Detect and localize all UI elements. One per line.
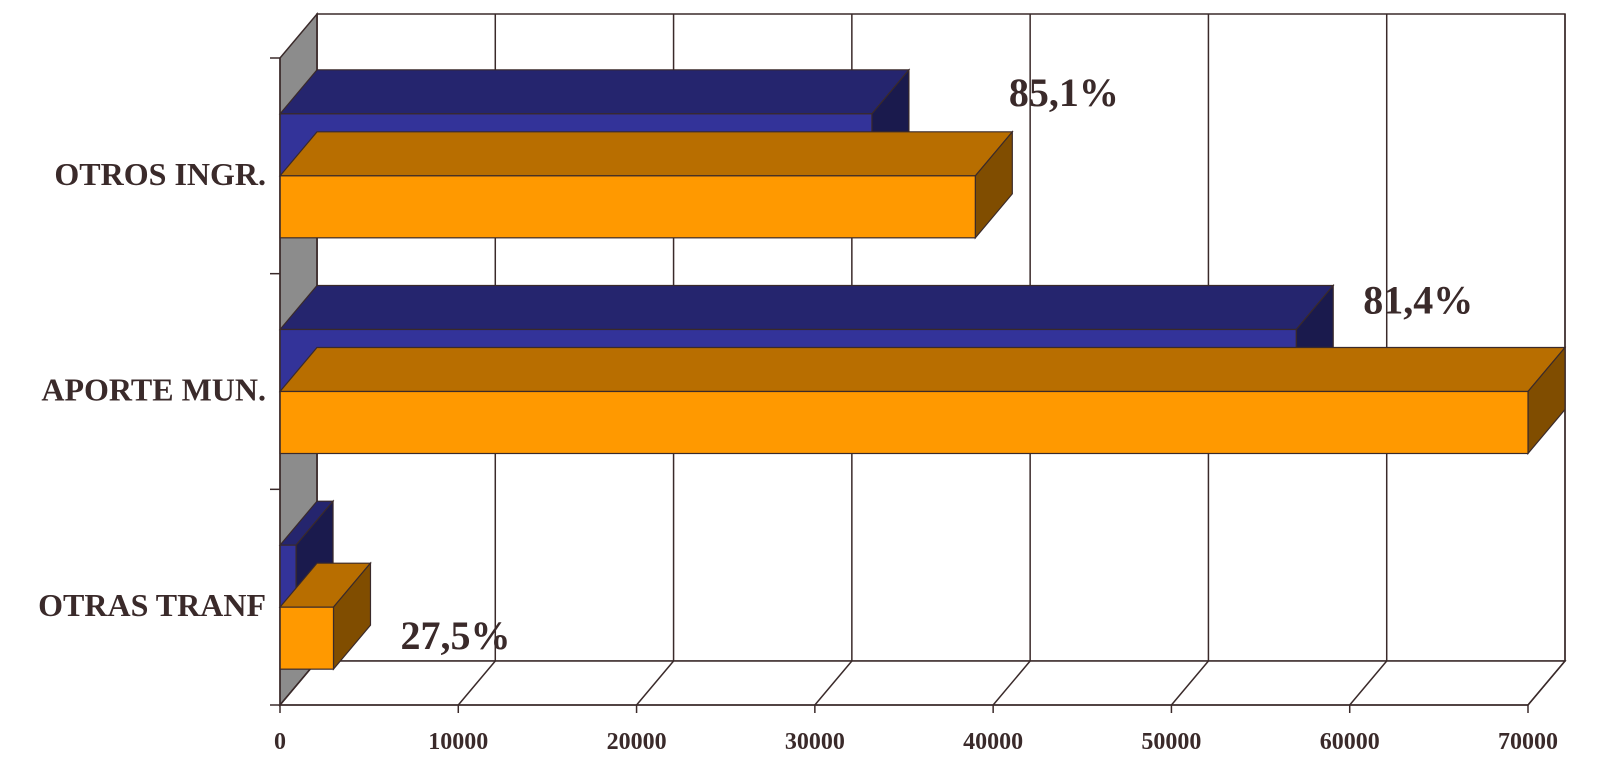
x-tick-label: 50000	[1141, 729, 1201, 755]
bar	[278, 345, 1567, 456]
floor-gridline	[457, 660, 496, 706]
x-tick-label: 60000	[1320, 729, 1380, 755]
bar	[278, 561, 372, 671]
x-tick-label: 10000	[428, 729, 488, 755]
percent-label: 27,5%	[400, 613, 510, 658]
bar-top-face	[278, 346, 1567, 393]
floor-gridline	[1527, 660, 1566, 706]
bar-front-face	[279, 390, 1529, 455]
bar	[278, 130, 1014, 240]
x-tick-label: 40000	[963, 729, 1023, 755]
floor	[278, 660, 1567, 706]
bar-front-face	[279, 606, 335, 670]
floor-gridline	[635, 660, 675, 706]
bar-top-face	[278, 284, 1335, 331]
floor-gridline	[1170, 660, 1210, 706]
floor-gridline	[814, 660, 853, 706]
y-axis: OTROS INGR. APORTE MUN. OTRAS TRANF	[38, 57, 280, 706]
bars	[278, 68, 1567, 671]
percent-label: 85,1%	[1009, 70, 1119, 115]
percent-label: 81,4%	[1363, 278, 1473, 323]
floor-gridline	[1349, 660, 1388, 706]
floor-gridline	[992, 660, 1031, 706]
category-label: OTRAS TRANF	[38, 587, 266, 623]
category-label: APORTE MUN.	[41, 372, 266, 408]
x-tick-label: 0	[274, 729, 286, 755]
x-axis: 0 10000 20000 30000 40000 50000 60000 70000	[274, 58, 1558, 755]
category-label: OTROS INGR.	[54, 156, 266, 192]
bar-top-face	[278, 131, 1014, 177]
bar-front-face	[279, 175, 976, 239]
bar-top-face	[278, 69, 911, 115]
x-tick-label: 20000	[607, 729, 667, 755]
x-tick-label: 30000	[785, 729, 845, 755]
annotations: 85,1% 81,4% 27,5%	[400, 70, 1473, 658]
x-tick-label: 70000	[1498, 729, 1558, 755]
